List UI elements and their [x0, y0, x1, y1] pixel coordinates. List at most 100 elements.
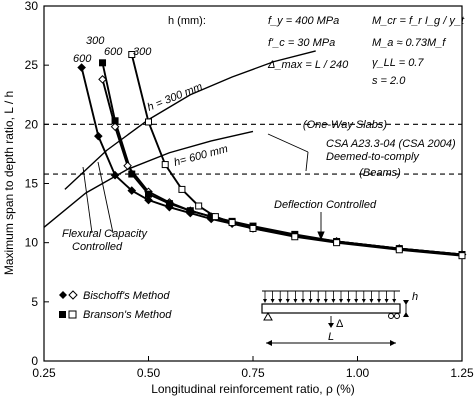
load-arrowhead [285, 299, 290, 303]
flexural-leader-2 [82, 166, 93, 234]
legend-bischoff-open-marker [68, 290, 78, 300]
legend-branson-label: Branson's Method [83, 309, 172, 321]
beam-L-label: L [328, 331, 334, 343]
pin-support [263, 311, 273, 321]
data-point-square [186, 207, 194, 215]
data-point-diamond [110, 122, 120, 132]
load-arrowhead [263, 299, 267, 303]
data-point-square [145, 190, 152, 198]
data-point-square [228, 219, 236, 227]
load-arrowhead [270, 299, 275, 303]
data-point-square [395, 246, 403, 254]
x-tick-label: 0.75 [241, 366, 265, 380]
csa-leader-1 [267, 133, 309, 153]
series-label-600-a: 600 [73, 53, 92, 65]
beam [261, 303, 401, 314]
load-arrowhead [354, 299, 359, 303]
load-arrows [263, 291, 397, 303]
series-label-300-b: 300 [133, 46, 152, 58]
param-ma: M_a ≈ 0.73M_f [372, 37, 446, 49]
beams-label: (Beams) [359, 167, 401, 179]
data-point-diamond [110, 170, 120, 180]
data-point-square [145, 118, 152, 126]
beam-delta-label: Δ [336, 318, 344, 330]
series-label-600-b: 600 [104, 46, 123, 58]
load-arrowhead [316, 299, 321, 303]
depth-arrow-bottom [403, 312, 409, 317]
data-point-square [291, 233, 299, 241]
deflection-arrowhead [317, 231, 325, 241]
load-arrowhead [369, 299, 374, 303]
one-way-slabs-label: (One-Way Slabs) [303, 119, 387, 131]
data-point-diamond [94, 131, 103, 141]
x-tick-label: 0.50 [137, 366, 161, 380]
data-point-diamond [77, 63, 86, 72]
csa-label: CSA A23.3-04 (CSA 2004) [326, 138, 456, 150]
flexural-label-1: Flexural Capacity [62, 228, 148, 240]
data-point-square [195, 202, 203, 210]
data-point-square [161, 161, 169, 169]
y-axis-label: Maximum span to depth ratio, L / h [2, 91, 16, 275]
load-arrowhead [377, 299, 381, 303]
y-tick-label: 5 [31, 295, 38, 309]
load-arrowhead [346, 299, 351, 303]
param-fy: f_y = 400 MPa [268, 15, 339, 27]
data-point-square [333, 239, 341, 247]
deflection-dimension-arrow [328, 323, 334, 328]
capacity-curve [43, 130, 254, 228]
data-point-diamond [127, 186, 137, 195]
capacity-curve [64, 50, 316, 190]
data-point-diamond [98, 75, 107, 84]
span-arrow-left [266, 340, 272, 346]
flexural-label-2: Controlled [72, 241, 123, 253]
series-line [130, 54, 463, 257]
depth-arrow-top [403, 300, 409, 305]
data-point-square [128, 170, 136, 178]
x-tick-label: 0.25 [32, 366, 56, 380]
reference-lines [44, 123, 462, 175]
load-arrowhead [278, 299, 283, 303]
data-point-square [111, 117, 119, 125]
y-tick-label: 30 [25, 0, 39, 13]
load-arrowhead [339, 299, 343, 303]
legend-bischoff-label: Bischoff's Method [83, 290, 170, 302]
load-arrowhead [308, 299, 313, 303]
x-tick-label: 1.25 [450, 366, 474, 380]
legend: Bischoff's Method Branson's Method [59, 290, 172, 321]
data-point-diamond [144, 195, 153, 205]
load-arrowhead [323, 299, 328, 303]
axis-ticks: 0.25 0.50 0.75 1.00 1.25 0 5 10 15 20 25 30 [25, 0, 474, 380]
roller-support-right [394, 313, 400, 319]
param-fc: f'_c = 30 MPa [268, 37, 335, 49]
x-axis-label: Longitudinal reinforcement ratio, ρ (%) [151, 382, 355, 396]
data-point-square [128, 51, 136, 59]
load-arrowhead [392, 299, 397, 303]
y-tick-label: 0 [31, 354, 38, 368]
legend-branson-open-marker [68, 310, 77, 319]
x-tick-label: 1.00 [346, 366, 370, 380]
param-s: s = 2.0 [372, 75, 406, 87]
load-arrowhead [293, 299, 298, 303]
legend-title: h (mm): [168, 15, 206, 27]
param-gamma: γ_LL = 0.7 [372, 57, 424, 69]
deemed-label: Deemed-to-comply [326, 151, 420, 163]
capacity-curves [43, 50, 316, 228]
data-point-square [458, 252, 466, 260]
data-point-diamond [123, 161, 132, 171]
y-tick-label: 15 [25, 177, 39, 191]
param-mcr: M_cr = f_r I_g / y_t [372, 15, 465, 27]
load-arrowhead [361, 299, 366, 303]
data-point-square [211, 213, 219, 221]
beam-diagram: h Δ L [261, 290, 418, 346]
legend-bischoff-filled-marker [59, 291, 67, 299]
data-point-square [178, 185, 186, 193]
y-tick-label: 10 [25, 236, 39, 250]
data-point-square [99, 59, 107, 67]
beam-h-label: h [412, 291, 418, 303]
series-label-300-a: 300 [86, 35, 105, 47]
flexural-leader-1 [97, 161, 114, 234]
plot-frame [43, 5, 463, 362]
deflection-label: Deflection Controlled [274, 199, 377, 211]
y-tick-label: 20 [25, 117, 39, 131]
